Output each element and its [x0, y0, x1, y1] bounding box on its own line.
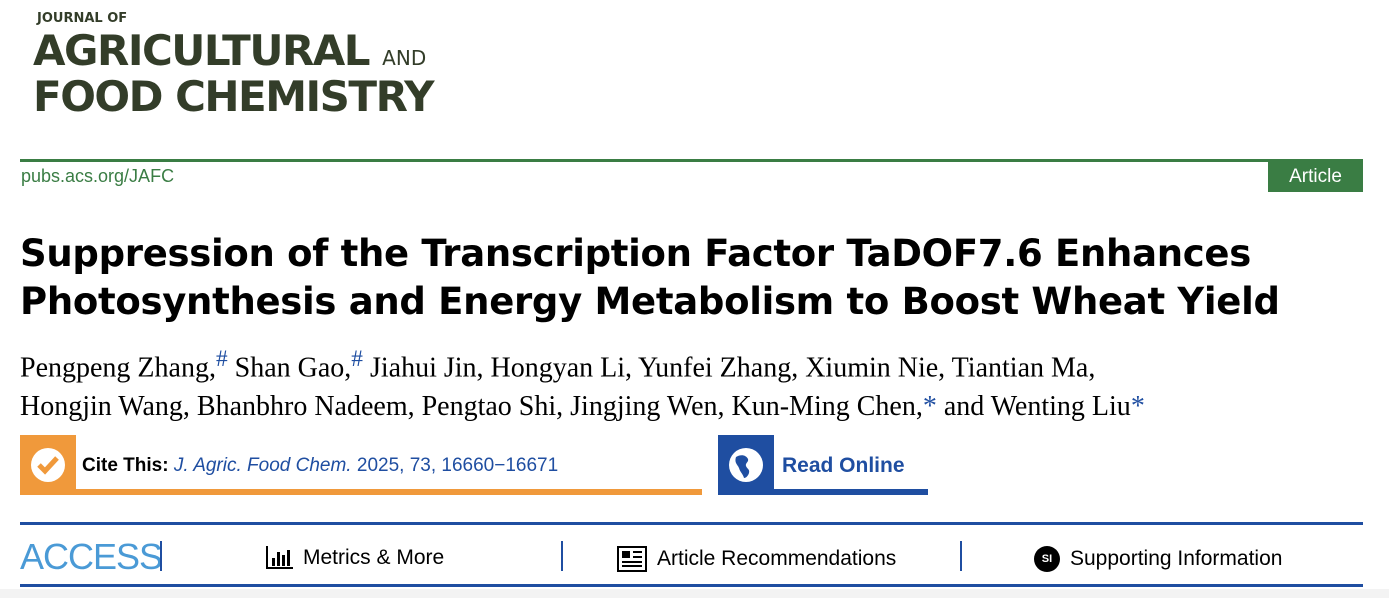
separator [960, 541, 962, 571]
separator [160, 541, 162, 571]
journal-url-link[interactable]: pubs.acs.org/JAFC [21, 166, 175, 186]
bar-chart-icon [266, 546, 293, 569]
read-online-button[interactable]: Read Online [718, 435, 928, 495]
checkmark-icon [20, 435, 76, 495]
article-type-badge: Article [1268, 162, 1363, 192]
article-title: Suppression of the Transcription Factor … [20, 232, 1280, 323]
page-background [0, 589, 1389, 598]
corresponding-author-mark[interactable]: * [1130, 391, 1145, 423]
author-list: Pengpeng Zhang,# Shan Gao,# Jiahui Jin, … [20, 346, 1145, 423]
equal-contribution-mark[interactable]: # [351, 346, 363, 372]
access-bottom-divider [20, 584, 1363, 587]
access-label: ACCESS [20, 536, 163, 577]
corresponding-author-mark[interactable]: * [922, 391, 937, 423]
separator [561, 541, 563, 571]
globe-icon [718, 435, 774, 495]
access-top-divider [20, 522, 1363, 525]
supporting-information-link[interactable]: SI Supporting Information [1034, 546, 1282, 572]
header-divider [20, 159, 1363, 162]
metrics-more-link[interactable]: Metrics & More [265, 546, 444, 570]
supporting-info-icon: SI [1034, 546, 1060, 572]
newspaper-icon [617, 546, 647, 572]
equal-contribution-mark[interactable]: # [215, 346, 228, 372]
cite-this-button[interactable]: Cite This: J. Agric. Food Chem. 2025, 73… [20, 435, 702, 495]
article-recommendations-link[interactable]: Article Recommendations [617, 546, 896, 572]
